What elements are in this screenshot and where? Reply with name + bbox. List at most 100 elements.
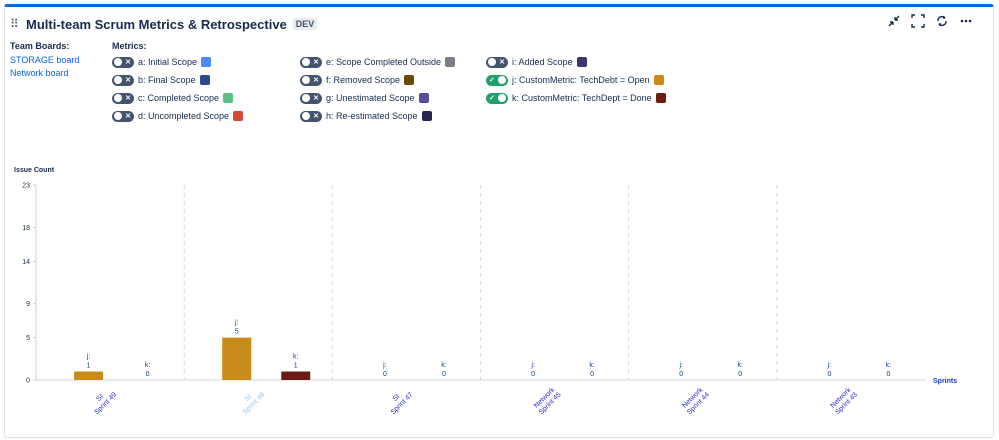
- metric-item: ✕ d: Uncompleted Scope: [112, 109, 244, 123]
- x-tick-label: NetworkSprint 44: [680, 386, 710, 416]
- fullscreen-icon[interactable]: [911, 14, 925, 28]
- bar-series-label: j:: [86, 354, 91, 361]
- bar-value-label: 0: [679, 371, 683, 378]
- close-icon: ✕: [125, 76, 131, 84]
- metric-color-swatch: [233, 111, 244, 121]
- metric-toggle[interactable]: ✕: [112, 56, 134, 68]
- scrum-metrics-chart: Issue Count 0 5 9 14 18 23 j: 1 k: 0 SISprint 49 j: 5…: [14, 167, 957, 416]
- y-tick-label: 23: [22, 183, 30, 190]
- metric-toggle[interactable]: ✕: [112, 110, 134, 122]
- metric-color-swatch: [199, 75, 210, 85]
- metric-item: ✕ i: Added Scope: [486, 55, 587, 69]
- x-tick-label-line: SI: [244, 393, 254, 403]
- gadget-toolbar: [887, 14, 973, 28]
- metric-color-swatch: [576, 57, 587, 67]
- metric-color-swatch: [223, 93, 234, 103]
- close-icon: ✕: [125, 58, 131, 66]
- metric-item: ✕ b: Final Scope: [112, 73, 210, 87]
- x-axis-title: Sprints: [933, 378, 957, 385]
- refresh-icon[interactable]: [935, 14, 949, 28]
- bar-value-label: 5: [235, 329, 239, 336]
- bar-series-label: k:: [293, 354, 299, 361]
- close-icon: ✕: [313, 112, 319, 120]
- metrics-label: Metrics:: [112, 41, 147, 51]
- metric-toggle[interactable]: ✕: [300, 92, 322, 104]
- bar-value-label: 1: [87, 363, 91, 370]
- metric-toggle[interactable]: ✓: [486, 74, 508, 86]
- metric-item: ✓ k: CustomMetric: TechDept = Done: [486, 91, 666, 105]
- metric-color-swatch: [404, 75, 415, 85]
- metric-label: f: Removed Scope: [326, 75, 401, 85]
- toggle-knob: [302, 94, 310, 102]
- metric-label: e: Scope Completed Outside: [326, 57, 442, 67]
- y-tick-label: 18: [22, 225, 30, 232]
- board-link-network[interactable]: Network board: [10, 68, 69, 78]
- bar: [281, 371, 311, 380]
- metric-label: b: Final Scope: [138, 75, 196, 85]
- bar: [74, 371, 104, 380]
- bar-series-label: k:: [145, 362, 151, 369]
- gadget-title: Multi-team Scrum Metrics & Retrospective: [26, 16, 287, 32]
- metric-label: a: Initial Scope: [138, 57, 198, 67]
- bar-value-label: 0: [827, 371, 831, 378]
- toggle-knob: [114, 94, 122, 102]
- close-icon: ✕: [125, 94, 131, 102]
- metric-color-swatch: [445, 57, 456, 67]
- y-tick-label: 0: [26, 378, 30, 385]
- bar-value-label: 0: [383, 371, 387, 378]
- team-boards-label: Team Boards:: [10, 41, 70, 51]
- metric-item: ✕ f: Removed Scope: [300, 73, 415, 87]
- metric-label: j: CustomMetric: TechDebt = Open: [512, 75, 650, 85]
- gadget-header: ⠿ Multi-team Scrum Metrics & Retrospecti…: [10, 14, 318, 34]
- metric-label: k: CustomMetric: TechDept = Done: [512, 93, 652, 103]
- metric-toggle[interactable]: ✕: [112, 74, 134, 86]
- check-icon: ✓: [489, 76, 495, 84]
- toggle-knob: [498, 94, 506, 102]
- bar-series-label: j:: [530, 362, 535, 369]
- y-tick-label: 14: [22, 259, 30, 266]
- more-icon[interactable]: [959, 14, 973, 28]
- bar-value-label: 0: [590, 371, 594, 378]
- toggle-knob: [114, 112, 122, 120]
- env-badge: DEV: [292, 18, 318, 30]
- x-tick-label: SISprint 48: [236, 386, 266, 416]
- metric-toggle[interactable]: ✓: [486, 92, 508, 104]
- close-icon: ✕: [313, 58, 319, 66]
- metric-item: ✕ g: Unestimated Scope: [300, 91, 429, 105]
- metric-label: g: Unestimated Scope: [326, 93, 415, 103]
- x-tick-label: SISprint 47: [384, 386, 414, 416]
- bar-series-label: k:: [589, 362, 595, 369]
- bar-value-label: 0: [442, 371, 446, 378]
- drag-handle-icon[interactable]: ⠿: [10, 17, 19, 31]
- close-icon: ✕: [313, 94, 319, 102]
- check-icon: ✓: [489, 94, 495, 102]
- metric-label: d: Uncompleted Scope: [138, 111, 230, 121]
- toggle-knob: [114, 76, 122, 84]
- board-link-storage[interactable]: STORAGE board: [10, 55, 80, 65]
- bar-series-label: j:: [382, 362, 387, 369]
- metric-toggle[interactable]: ✕: [300, 74, 322, 86]
- metric-item: ✕ h: Re-estimated Scope: [300, 109, 432, 123]
- team-boards: Team Boards: STORAGE board Network board: [10, 41, 79, 80]
- bar-series-label: k:: [886, 362, 892, 369]
- x-tick-label-line: SI: [392, 393, 402, 403]
- metric-color-swatch: [655, 93, 666, 103]
- metric-toggle[interactable]: ✕: [112, 92, 134, 104]
- bar-value-label: 0: [886, 371, 890, 378]
- metric-label: h: Re-estimated Scope: [326, 111, 418, 121]
- x-tick-label: SISprint 49: [88, 386, 118, 416]
- metric-item: ✕ a: Initial Scope: [112, 55, 212, 69]
- metric-label: i: Added Scope: [512, 57, 573, 67]
- metric-toggle[interactable]: ✕: [300, 56, 322, 68]
- metric-item: ✕ c: Completed Scope: [112, 91, 234, 105]
- close-icon: ✕: [313, 76, 319, 84]
- metric-toggle[interactable]: ✕: [300, 110, 322, 122]
- metric-toggle[interactable]: ✕: [486, 56, 508, 68]
- collapse-icon[interactable]: [887, 14, 901, 28]
- x-tick-label: NetworkSprint 43: [829, 386, 859, 416]
- metric-item: ✓ j: CustomMetric: TechDebt = Open: [486, 73, 664, 87]
- metric-color-swatch: [421, 111, 432, 121]
- bar-value-label: 1: [294, 363, 298, 370]
- metric-label: c: Completed Scope: [138, 93, 220, 103]
- bar-value-label: 0: [146, 371, 150, 378]
